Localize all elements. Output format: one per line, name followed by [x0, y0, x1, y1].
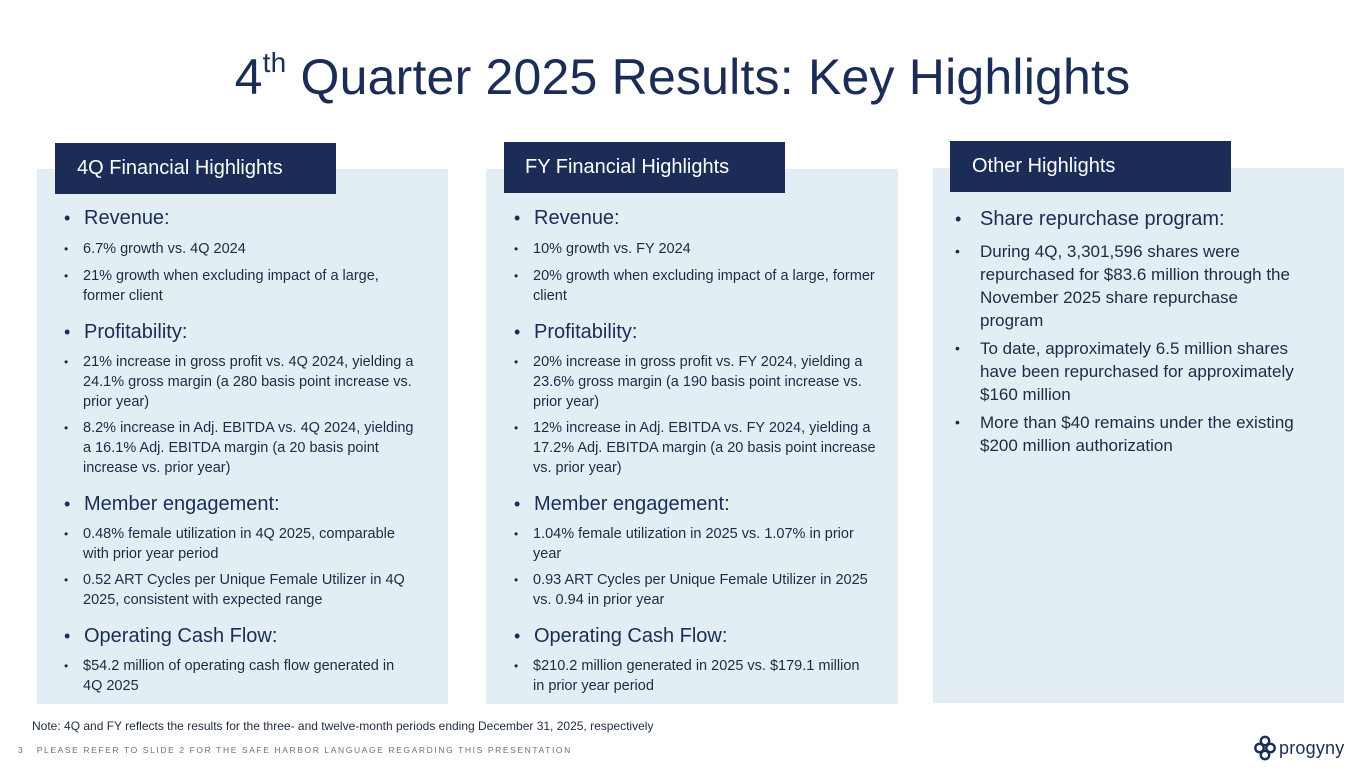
bullet-item: 20% growth when excluding impact of a la… [514, 266, 898, 306]
panel-content-other: Share repurchase program: During 4Q, 3,3… [955, 207, 1335, 457]
title-superscript: th [262, 47, 287, 79]
panel-content-4q: Revenue: 6.7% growth vs. 4Q 2024 21% gro… [64, 206, 440, 696]
title-text: Quarter 2025 Results: Key Highlights [286, 49, 1131, 105]
bullet-item: 20% increase in gross profit vs. FY 2024… [514, 352, 898, 412]
bullet-item: More than $40 remains under the existing… [955, 411, 1335, 457]
bullet-item: 6.7% growth vs. 4Q 2024 [64, 239, 440, 259]
section-heading: Member engagement: [64, 492, 440, 516]
section-heading: Share repurchase program: [955, 207, 1335, 231]
section-heading: Revenue: [64, 206, 440, 230]
progyny-logo-icon [1254, 735, 1276, 761]
bullet-item: 21% increase in gross profit vs. 4Q 2024… [64, 352, 440, 412]
section-heading: Revenue: [514, 206, 898, 230]
section-heading: Profitability: [514, 320, 898, 344]
section-heading: Profitability: [64, 320, 440, 344]
bullet-item: During 4Q, 3,301,596 shares were repurch… [955, 240, 1335, 332]
bullet-item: 0.52 ART Cycles per Unique Female Utiliz… [64, 570, 440, 610]
section-heading: Member engagement: [514, 492, 898, 516]
section-heading: Operating Cash Flow: [64, 624, 440, 648]
panel-tab-4q: 4Q Financial Highlights [55, 143, 336, 194]
footer: 3 PLEASE REFER TO SLIDE 2 FOR THE SAFE HA… [18, 745, 572, 755]
panel-content-fy: Revenue: 10% growth vs. FY 2024 20% grow… [514, 206, 898, 696]
safe-harbor-disclaimer: PLEASE REFER TO SLIDE 2 FOR THE SAFE HAR… [36, 745, 572, 755]
bullet-item: 21% growth when excluding impact of a la… [64, 266, 440, 306]
section-heading: Operating Cash Flow: [514, 624, 898, 648]
company-logo: progyny [1254, 734, 1344, 762]
bullet-item: 1.04% female utilization in 2025 vs. 1.0… [514, 524, 898, 564]
bullet-item: 10% growth vs. FY 2024 [514, 239, 898, 259]
bullet-item: 8.2% increase in Adj. EBITDA vs. 4Q 2024… [64, 418, 440, 478]
panel-tab-other: Other Highlights [950, 141, 1231, 192]
bullet-item: $210.2 million generated in 2025 vs. $17… [514, 656, 898, 696]
bullet-item: To date, approximately 6.5 million share… [955, 337, 1335, 406]
title-prefix: 4 [234, 49, 263, 105]
panel-tab-fy: FY Financial Highlights [504, 142, 785, 193]
logo-text: progyny [1279, 737, 1345, 758]
bullet-item: 0.93 ART Cycles per Unique Female Utiliz… [514, 570, 898, 610]
page-title: 4th Quarter 2025 Results: Key Highlights [0, 47, 1365, 106]
bullet-item: 12% increase in Adj. EBITDA vs. FY 2024,… [514, 418, 898, 478]
footnote: Note: 4Q and FY reflects the results for… [32, 719, 654, 733]
page-number: 3 [18, 745, 23, 755]
bullet-item: 0.48% female utilization in 4Q 2025, com… [64, 524, 440, 564]
bullet-item: $54.2 million of operating cash flow gen… [64, 656, 440, 696]
